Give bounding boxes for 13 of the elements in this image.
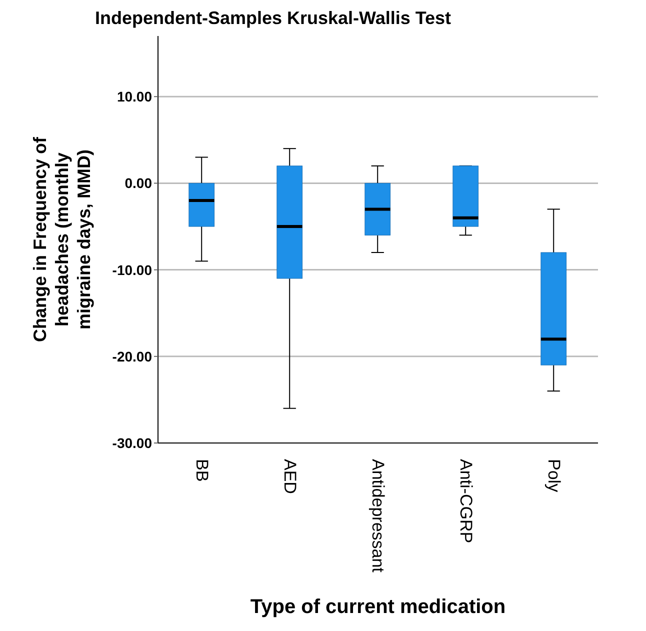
chart-title: Independent-Samples Kruskal-Wallis Test: [94, 8, 452, 29]
x-tick-label: BB: [192, 459, 212, 482]
y-tick-label: -20.00: [112, 348, 152, 364]
y-tick-label: -30.00: [112, 434, 152, 451]
y-tick-label: -10.00: [112, 262, 152, 278]
x-tick-label: AED: [280, 459, 300, 494]
y-tick-label: 10.00: [116, 88, 152, 105]
x-axis-title: Type of current medication: [250, 596, 506, 618]
y-tick-label: 0.00: [124, 175, 152, 192]
x-tick-label: Antidepressant: [368, 459, 388, 573]
x-tick-label: Poly: [544, 459, 564, 493]
y-axis-title: Change in Frequency of headaches (monthly migraine days, MMD): [30, 136, 94, 342]
x-tick-label: Anti-CGRP: [456, 459, 476, 544]
